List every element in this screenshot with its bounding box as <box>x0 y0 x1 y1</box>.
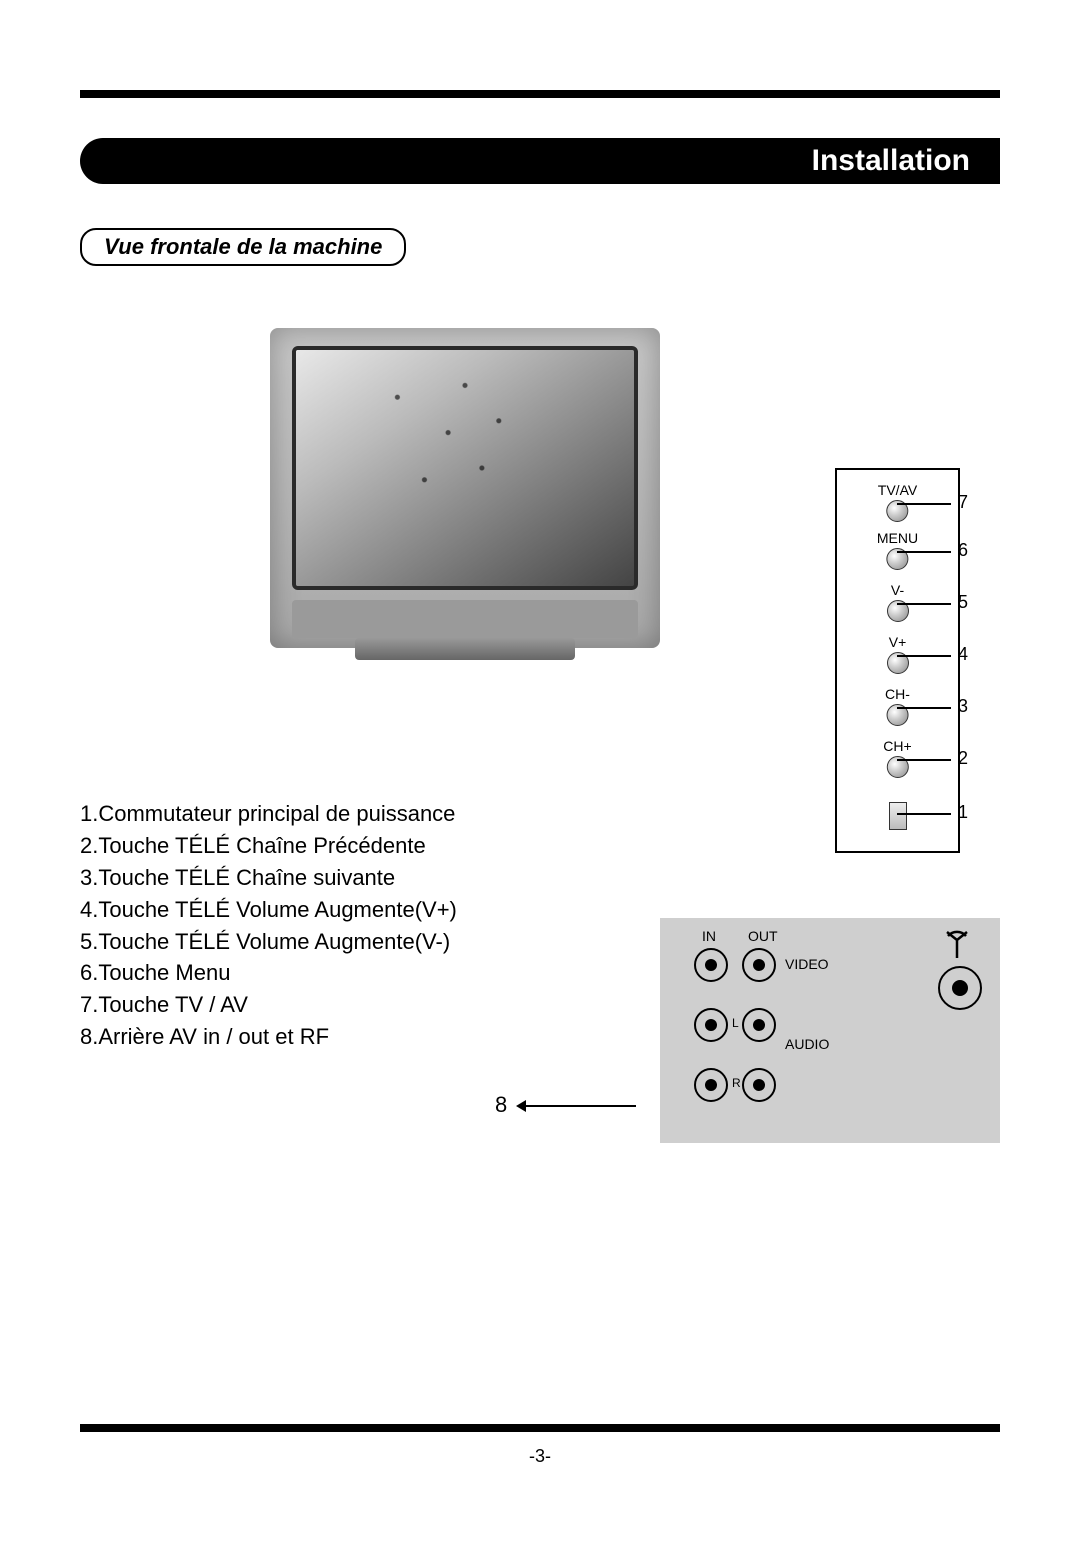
leader-arrow <box>518 1105 636 1107</box>
leader-line <box>897 551 951 553</box>
tv-screen-image <box>296 350 634 586</box>
tv-speaker-grille <box>292 600 638 638</box>
callout-number: 1 <box>958 802 968 823</box>
list-item: 8.Arrière AV in / out et RF <box>80 1021 457 1053</box>
button-panel-diagram: TV/AV MENU V- V+ CH- CH+ <box>835 468 960 853</box>
button-ch-plus: CH+ <box>883 738 911 778</box>
button-v-plus: V+ <box>887 634 909 674</box>
callout-number: 8 <box>495 1092 507 1118</box>
list-item: 6.Touche Menu <box>80 957 457 989</box>
leader-line <box>897 813 951 815</box>
list-item: 5.Touche TÉLÉ Volume Augmente(V-) <box>80 926 457 958</box>
leader-line <box>897 655 951 657</box>
leader-line <box>897 503 951 505</box>
tv-illustration <box>270 328 660 648</box>
button-menu: MENU <box>877 530 918 570</box>
callout-number: 5 <box>958 592 968 613</box>
tv-body <box>270 328 660 648</box>
header-bar: Installation <box>80 138 1000 184</box>
leader-line <box>897 707 951 709</box>
button-ch-minus: CH- <box>885 686 910 726</box>
page-number: -3- <box>529 1446 551 1467</box>
button-label: MENU <box>877 530 918 546</box>
button-label: CH- <box>885 686 910 702</box>
av-label-l: L <box>732 1016 739 1030</box>
tv-stand <box>355 638 575 660</box>
list-item: 7.Touche TV / AV <box>80 989 457 1021</box>
power-switch-icon <box>889 802 907 830</box>
feature-list: 1.Commutateur principal de puissance 2.T… <box>80 798 457 1053</box>
page-frame: Installation Vue frontale de la machine … <box>80 90 1000 1432</box>
leader-line <box>897 603 951 605</box>
subheader-pill: Vue frontale de la machine <box>80 228 406 266</box>
callout-number: 7 <box>958 492 968 513</box>
av-label-out: OUT <box>748 928 778 944</box>
button-power <box>889 800 907 830</box>
jack-audio-l-out <box>742 1008 776 1042</box>
av-label-r: R <box>732 1076 741 1090</box>
button-tv-av: TV/AV <box>878 482 917 522</box>
jack-video-in <box>694 948 728 982</box>
list-item: 1.Commutateur principal de puissance <box>80 798 457 830</box>
av-label-in: IN <box>702 928 716 944</box>
jack-audio-r-out <box>742 1068 776 1102</box>
button-label: TV/AV <box>878 482 917 498</box>
list-item: 2.Touche TÉLÉ Chaîne Précédente <box>80 830 457 862</box>
av-label-audio: AUDIO <box>785 1036 829 1052</box>
callout-number: 3 <box>958 696 968 717</box>
header-title: Installation <box>812 144 970 178</box>
button-label: V+ <box>887 634 909 650</box>
list-item: 3.Touche TÉLÉ Chaîne suivante <box>80 862 457 894</box>
antenna-icon <box>942 930 972 960</box>
jack-rf <box>938 966 982 1010</box>
leader-line <box>897 759 951 761</box>
jack-audio-r-in <box>694 1068 728 1102</box>
av-panel-diagram: IN OUT VIDEO L AUDIO R <box>660 918 1000 1143</box>
callout-number: 6 <box>958 540 968 561</box>
callout-number: 2 <box>958 748 968 769</box>
jack-video-out <box>742 948 776 982</box>
list-item: 4.Touche TÉLÉ Volume Augmente(V+) <box>80 894 457 926</box>
jack-audio-l-in <box>694 1008 728 1042</box>
button-label: CH+ <box>883 738 911 754</box>
av-label-video: VIDEO <box>785 956 829 972</box>
callout-number: 4 <box>958 644 968 665</box>
button-v-minus: V- <box>887 582 909 622</box>
subheader-text: Vue frontale de la machine <box>104 234 382 259</box>
tv-screen <box>292 346 638 590</box>
button-label: V- <box>887 582 909 598</box>
